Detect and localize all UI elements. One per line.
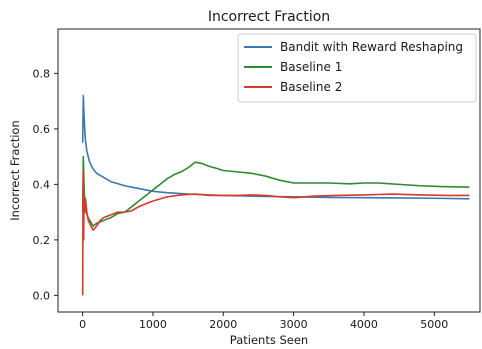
- x-tick-label: 5000: [420, 318, 448, 331]
- legend-label-3: Baseline 2: [280, 80, 342, 94]
- series-line-3: [81, 169, 470, 296]
- legend-box: [237, 33, 477, 103]
- x-tick-label: 2000: [209, 318, 237, 331]
- legend-label-1: Bandit with Reward Reshaping: [280, 40, 463, 54]
- x-tick-label: 0: [79, 318, 86, 331]
- ticks-layer: 0 1000 2000 3000 4000 5000 0.0 0.2 0.4 0.6 0.8: [33, 67, 449, 331]
- legend: Bandit with Reward Reshaping Baseline 1 Ba…: [237, 33, 477, 103]
- x-tick-label: 1000: [139, 318, 167, 331]
- plot-frame: [57, 28, 481, 313]
- series-layer: [81, 94, 470, 296]
- y-tick-label: 0.2: [33, 234, 51, 247]
- x-tick-label: 4000: [350, 318, 378, 331]
- y-tick-label: 0.0: [33, 289, 51, 302]
- series-line-2: [81, 155, 470, 227]
- x-axis-label: Patients Seen: [230, 333, 308, 347]
- y-tick-label: 0.6: [33, 123, 51, 136]
- y-tick-label: 0.4: [33, 178, 51, 191]
- chart-title: Incorrect Fraction: [208, 9, 330, 25]
- y-axis-label: Incorrect Fraction: [8, 120, 22, 221]
- legend-label-2: Baseline 1: [280, 60, 342, 74]
- x-tick-label: 3000: [280, 318, 308, 331]
- y-tick-label: 0.8: [33, 67, 51, 80]
- series-line-1: [81, 94, 470, 200]
